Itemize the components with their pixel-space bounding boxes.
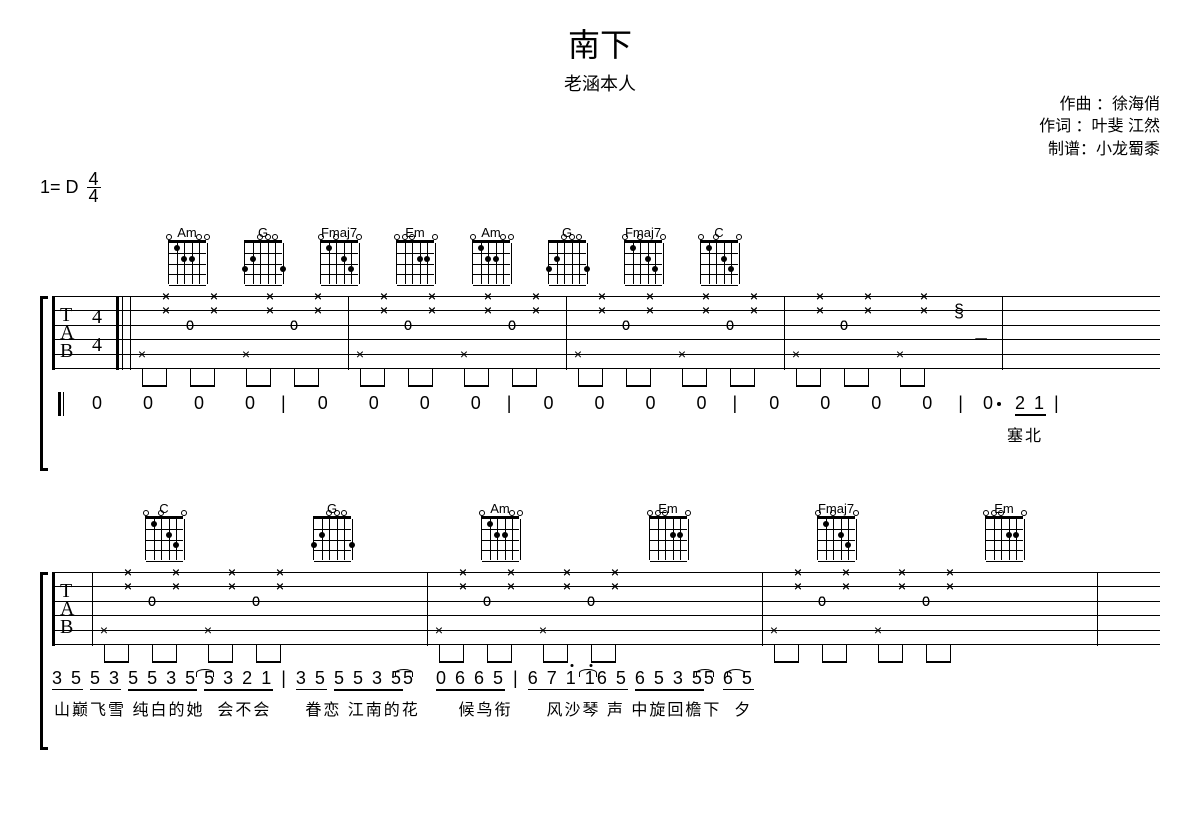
key-signature: 1= D 4 4	[40, 171, 1160, 204]
notation-credit: 制谱：小龙蜀黍	[40, 139, 1160, 161]
song-title: 南下	[40, 20, 1160, 66]
chord-diagram-fmaj7: Fmaj7	[320, 225, 358, 284]
chord-diagram-g: G	[548, 225, 586, 284]
chord-diagram-fmaj7: Fmaj7	[817, 501, 855, 560]
tab-clef: TAB	[60, 306, 74, 360]
tab-staff-2: TAB×××××××000×××××××××××××000×××××××××××…	[52, 572, 1160, 646]
chord-name-label: Am	[481, 225, 501, 240]
chord-diagram-fmaj7: Fmaj7	[624, 225, 662, 284]
lyricist-credit: 作词 ：叶斐 江然	[40, 116, 1160, 138]
tab-clef: TAB	[60, 582, 74, 636]
numbered-notation-1: 0 0 0 0|0 0 0 0|0 0 0 0|0 0 0 0|0 2 1|	[52, 392, 1160, 416]
chord-diagram-am: Am	[168, 225, 206, 284]
system-bracket	[40, 572, 48, 750]
lyrics-1: 塞北	[52, 422, 1160, 446]
numbered-notation-2: 3 5 5 3 5 5 3 5 5 3 2 1|3 5 5 5 3 55 0 6…	[52, 668, 1160, 690]
chord-name-label: Am	[177, 225, 197, 240]
chord-name-label: Am	[490, 501, 510, 516]
system-bracket	[40, 296, 48, 471]
chord-diagram-am: Am	[472, 225, 510, 284]
chord-diagram-am: Am	[481, 501, 519, 560]
chord-diagram-row-2: C G Am Em Fmaj7 Em	[145, 501, 1160, 560]
chord-diagram-c: C	[145, 501, 183, 560]
tab-staff-1: TAB44×××××××000×××××××××××××000×××××××××…	[52, 296, 1160, 370]
chord-diagram-g: G	[244, 225, 282, 284]
chord-diagram-g: G	[313, 501, 351, 560]
lyrics-2: 山巅飞雪 纯白的她 会不会眷恋 江南的花 候鸟衔风沙琴 声 中旋回檐下 夕	[52, 696, 1160, 720]
chord-diagram-em: Em	[396, 225, 434, 284]
chord-diagram-em: Em	[649, 501, 687, 560]
artist-name: 老涵本人	[40, 70, 1160, 96]
chord-diagram-em: Em	[985, 501, 1023, 560]
composer-credit: 作曲 ：徐海俏	[40, 94, 1160, 116]
chord-diagram-row-1: Am G Fmaj7 Em Am G Fmaj7 C	[168, 225, 1160, 284]
chord-diagram-c: C	[700, 225, 738, 284]
